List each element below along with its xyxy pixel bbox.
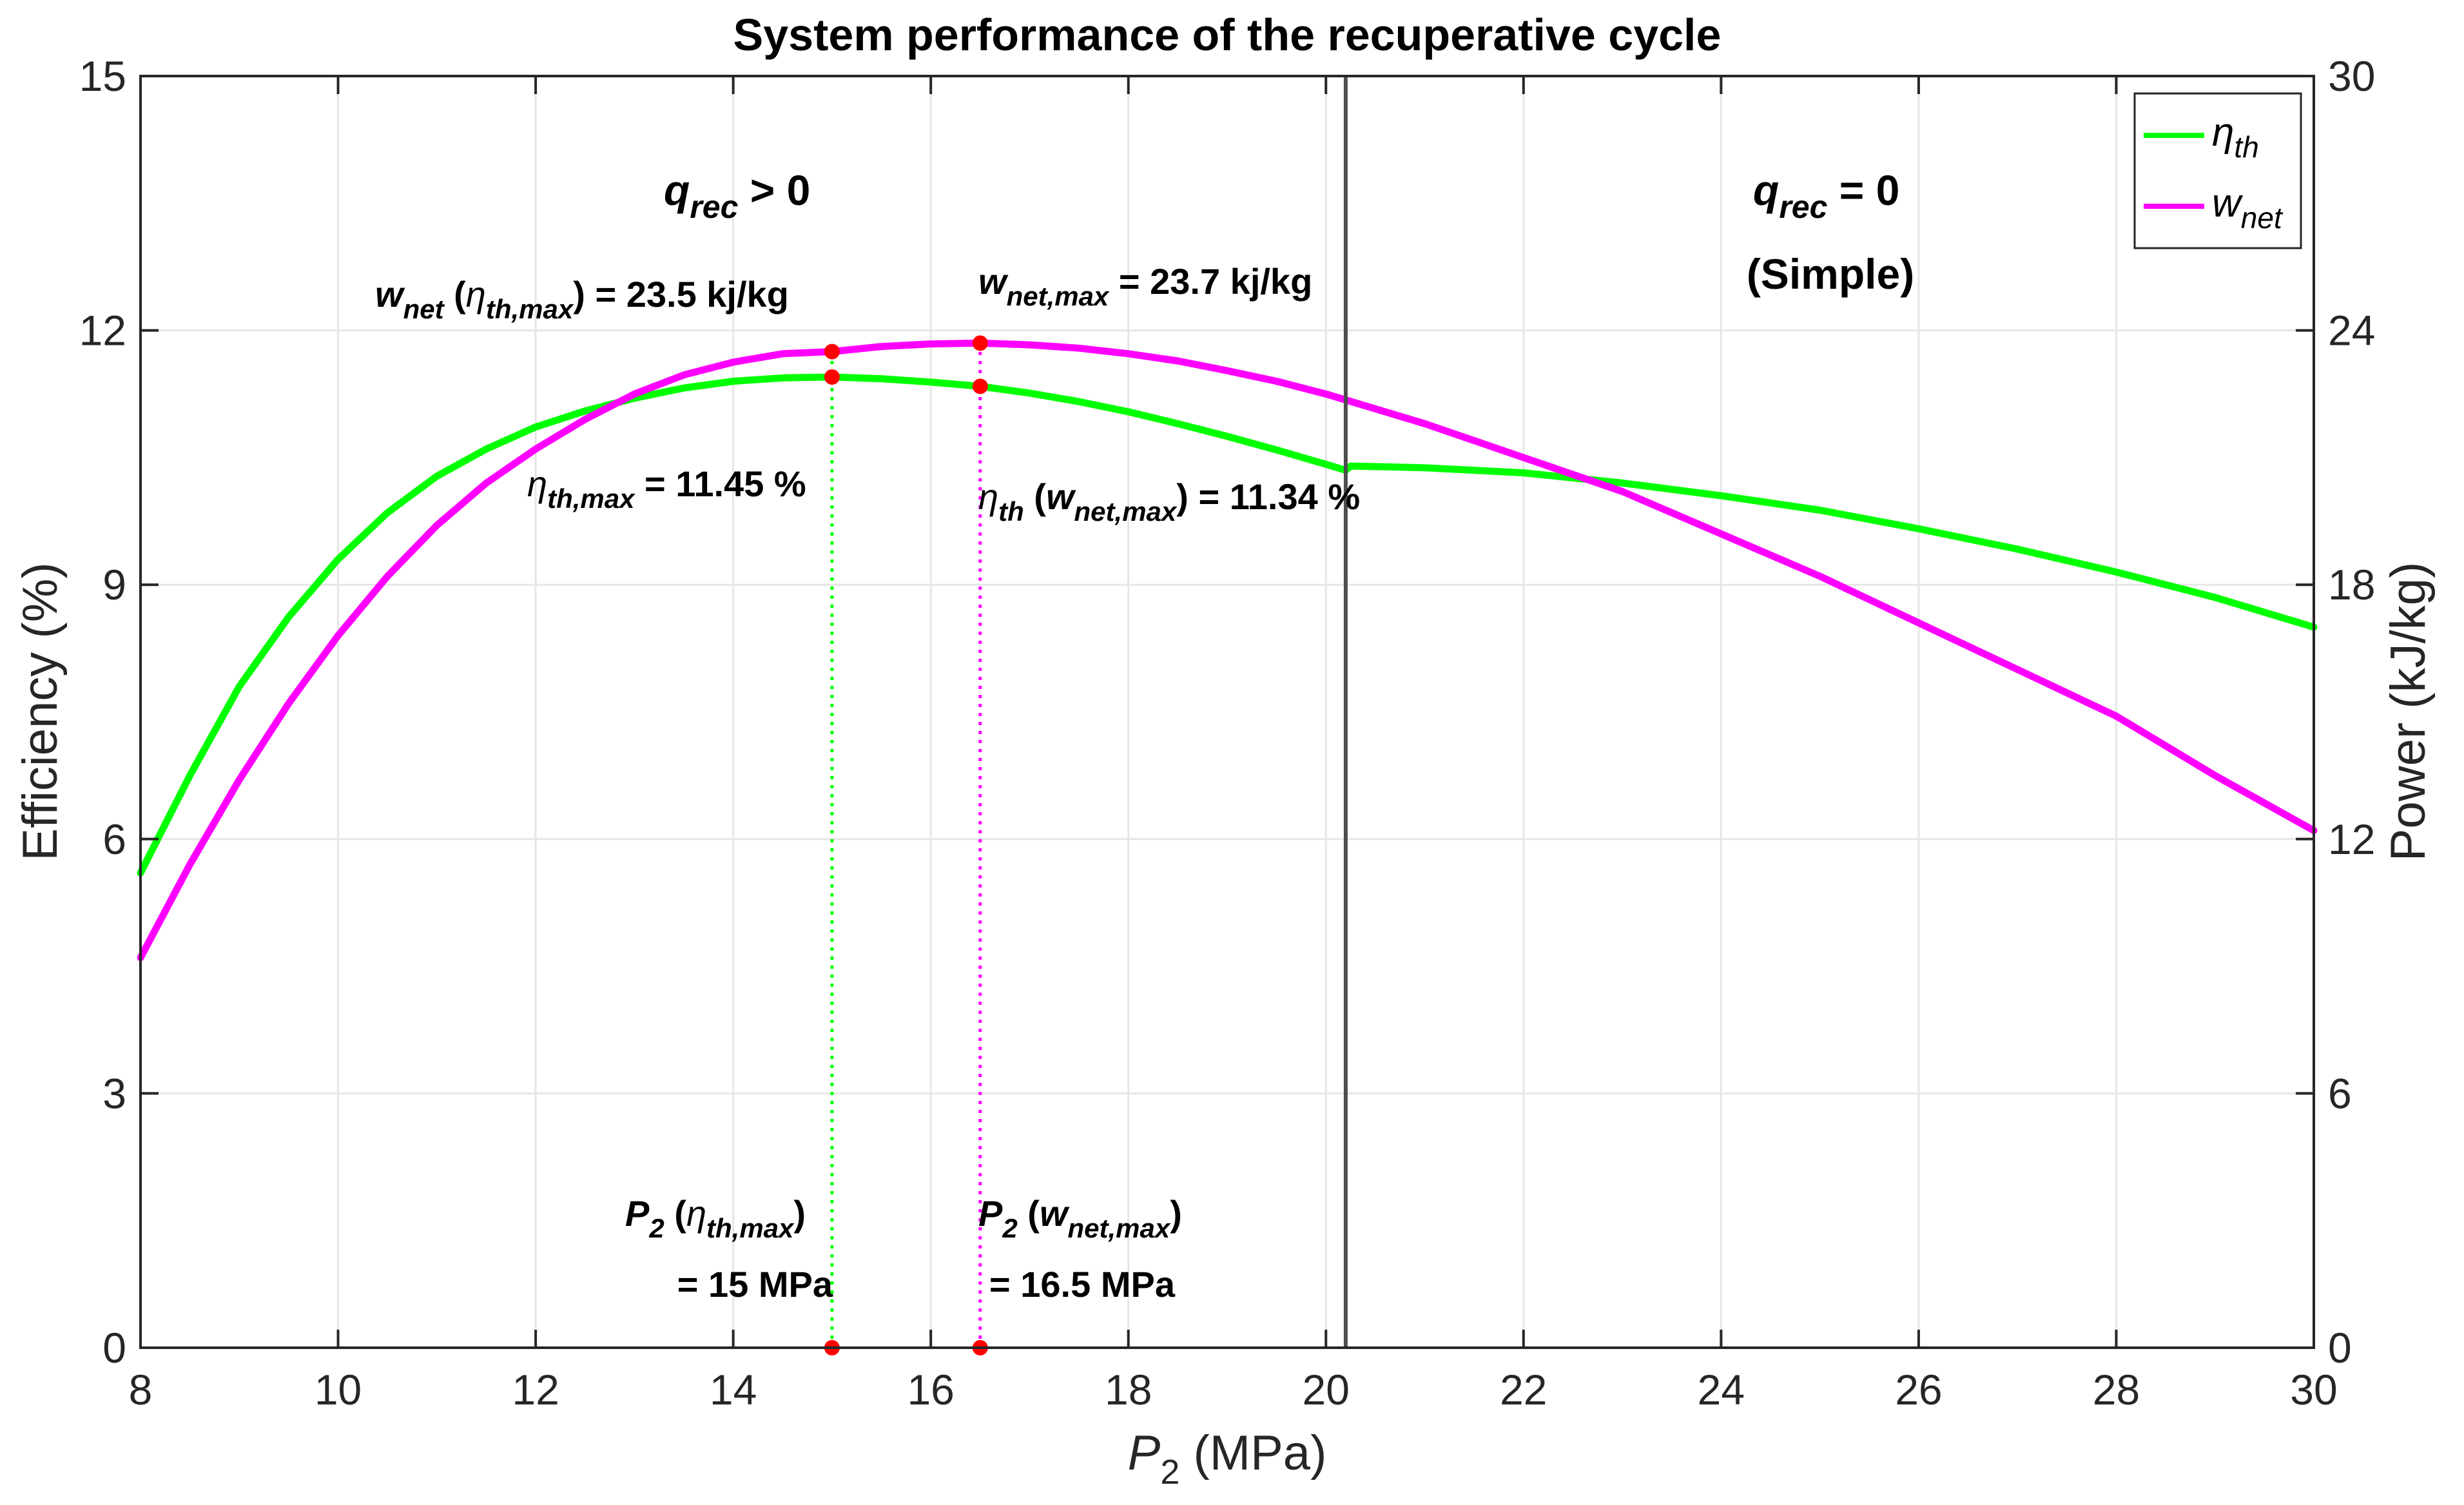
- x-tick-label: 22: [1500, 1366, 1547, 1413]
- x-axis-label-unit: (MPa): [1179, 1426, 1326, 1481]
- y-axis-right-label: Power (kJ/kg): [2381, 562, 2436, 862]
- ann-close: ): [793, 1193, 806, 1234]
- y-tick-label-left: 6: [102, 815, 126, 863]
- legend: ηth wnet: [2133, 92, 2302, 249]
- ann-open: (: [444, 274, 467, 315]
- legend-sub: net: [2241, 201, 2284, 235]
- annotation-p2-eta-max-value: = 15 MPa: [677, 1264, 833, 1305]
- overlay-layer: [824, 76, 1348, 1355]
- ann-p: P: [978, 1193, 1003, 1234]
- x-tick-label: 24: [1698, 1366, 1745, 1413]
- x-tick-label: 10: [315, 1366, 362, 1413]
- ann-close: ): [1170, 1193, 1182, 1234]
- x-tick-label: 12: [512, 1366, 559, 1413]
- x-tick-label: 18: [1105, 1366, 1152, 1413]
- annotation-simple: (Simple): [1747, 250, 1914, 298]
- y-tick-label-right: 30: [2328, 52, 2375, 100]
- ann-eta-sub: th,max: [547, 483, 635, 514]
- data-marker: [972, 335, 988, 351]
- annotation-q-symbol: q: [1753, 166, 1779, 214]
- x-tick-label: 16: [907, 1366, 954, 1413]
- y-tick-label-right: 24: [2328, 307, 2375, 354]
- ann-rest: = 23.7 kj/kg: [1109, 261, 1312, 302]
- y-tick-label-right: 12: [2328, 815, 2375, 863]
- y-tick-label-left: 3: [102, 1069, 126, 1117]
- legend-symbol: η: [2212, 110, 2234, 155]
- annotation-q-sub: rec: [690, 189, 738, 225]
- series-line-eta_th: [137, 373, 2318, 877]
- y-tick-label-right: 18: [2328, 561, 2375, 608]
- x-tick-label: 30: [2290, 1366, 2337, 1413]
- annotation-q-rest: = 0: [1827, 166, 1899, 214]
- chart-title: System performance of the recuperative c…: [733, 10, 1722, 60]
- ann-eta: η: [466, 274, 486, 315]
- ann-eta-sub: th,max: [706, 1213, 795, 1243]
- annotation-q-rest: > 0: [738, 166, 810, 214]
- annotation-p2-w-max: P2 (wnet,max): [978, 1193, 1182, 1243]
- ann-eta: η: [527, 463, 547, 504]
- data-marker: [824, 344, 840, 360]
- ann-p-sub: 2: [648, 1213, 664, 1243]
- ann-close: ) = 11.34 %: [1176, 476, 1360, 517]
- ann-open: (: [665, 1193, 687, 1234]
- x-tick-label: 26: [1895, 1366, 1942, 1413]
- ann-eta-sub: th,max: [486, 294, 574, 324]
- x-axis-label: P2 (MPa): [1128, 1426, 1327, 1491]
- annotation-w-max: wnet,max = 23.7 kj/kg: [978, 261, 1312, 311]
- ann-w: w: [978, 261, 1009, 302]
- ann-w-sub: net,max: [1074, 496, 1178, 527]
- axes: 8 10 12 14 16 18 20 22 24 26 28 3003691215061218243…: [79, 52, 2376, 1413]
- annotation-w-at-eta-max: wnet (ηth,max) = 23.5 kj/kg: [375, 274, 789, 324]
- ann-p: P: [625, 1193, 650, 1234]
- ann-w: w: [1040, 1193, 1070, 1234]
- x-axis-label-sub: 2: [1160, 1453, 1179, 1491]
- grid: [141, 76, 2314, 1348]
- annotation-q-rec-zero: qrec = 0: [1753, 166, 1899, 225]
- legend-label-w: wnet: [2212, 181, 2284, 235]
- y-tick-label-left: 12: [79, 307, 126, 354]
- ann-eta: η: [686, 1193, 706, 1234]
- x-axis-label-symbol: P: [1128, 1426, 1161, 1481]
- x-tick-label: 8: [129, 1366, 153, 1413]
- x-tick-label: 14: [710, 1366, 757, 1413]
- annotation-eta-at-w-max: ηth (wnet,max) = 11.34 %: [978, 476, 1360, 527]
- ann-rest: = 11.45 %: [634, 463, 806, 504]
- x-tick-label: 20: [1303, 1366, 1350, 1413]
- ann-open: (: [1024, 476, 1047, 517]
- ann-open: (: [1018, 1193, 1040, 1234]
- ann-w-sub: net: [403, 294, 445, 324]
- y-tick-label-right: 6: [2328, 1069, 2352, 1117]
- y-tick-label-left: 15: [79, 52, 126, 100]
- plot-frame: [139, 75, 2315, 1349]
- ann-eta-sub: th: [998, 496, 1024, 527]
- annotation-p2-w-max-value: = 16.5 MPa: [989, 1264, 1176, 1305]
- data-marker: [824, 369, 840, 385]
- annotation-q-symbol: q: [664, 166, 690, 214]
- data-marker: [972, 378, 988, 394]
- ann-w-sub: net,max: [1068, 1213, 1171, 1243]
- annotation-eta-max: ηth,max = 11.45 %: [527, 463, 806, 514]
- x-tick-label: 28: [2093, 1366, 2140, 1413]
- y-tick-label-right: 0: [2328, 1324, 2352, 1372]
- annotation-p2-eta-max: P2 (ηth,max): [625, 1193, 806, 1243]
- y-tick-label-left: 0: [102, 1324, 126, 1372]
- annotation-q-sub: rec: [1779, 189, 1827, 225]
- ann-w-sub: net,max: [1007, 281, 1110, 311]
- legend-label-eta: ηth: [2212, 110, 2259, 164]
- ann-close: ) = 23.5 kj/kg: [573, 274, 789, 315]
- annotation-q-rec-positive: qrec > 0: [664, 166, 810, 225]
- ann-p-sub: 2: [1002, 1213, 1017, 1243]
- y-tick-label-left: 9: [102, 561, 126, 608]
- legend-sub: th: [2234, 130, 2258, 164]
- legend-box: [2133, 92, 2302, 249]
- ann-w: w: [375, 274, 405, 315]
- y-axis-left-label: Efficiency (%): [13, 562, 68, 860]
- legend-symbol: w: [2212, 181, 2244, 226]
- ann-eta: η: [978, 476, 998, 517]
- ann-w: w: [1046, 476, 1076, 517]
